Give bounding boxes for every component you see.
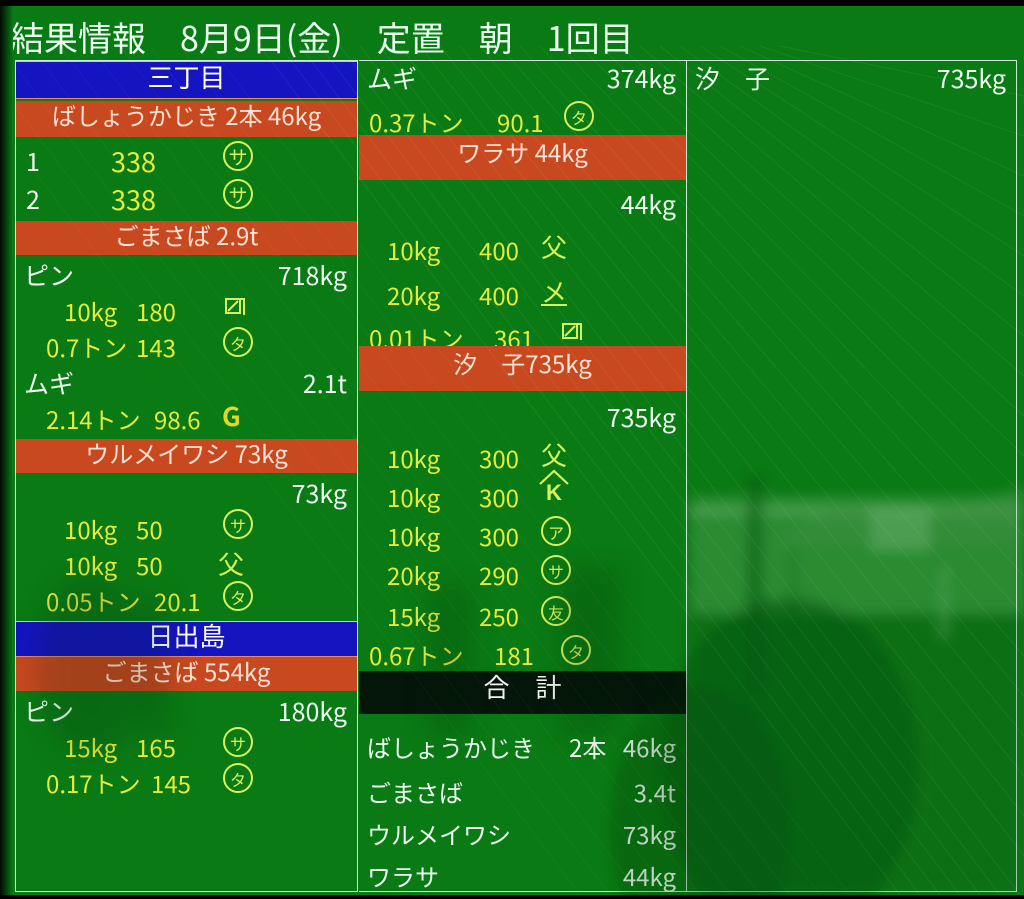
svg-text:K: K <box>546 480 562 503</box>
